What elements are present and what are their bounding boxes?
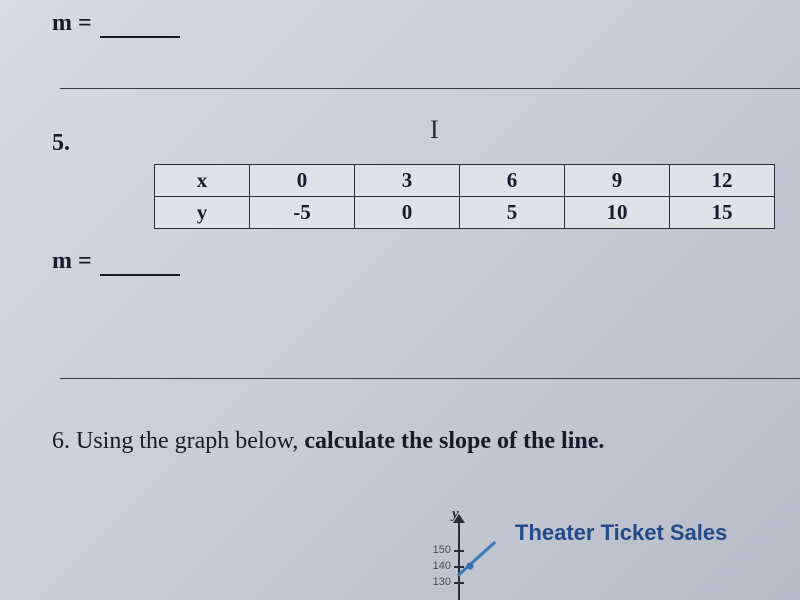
q6-text-normal: Using the graph below,: [70, 428, 304, 454]
text-cursor-icon: I: [430, 115, 439, 145]
y-axis-line: [458, 520, 460, 600]
q5-xy-table: x 0 3 6 9 12 y -5 0 5 10 15: [154, 164, 775, 229]
y-cell: 5: [460, 197, 565, 229]
x-cell: 12: [670, 165, 775, 197]
q6-graph: Theater Ticket Sales y 150 140 130: [350, 502, 790, 600]
y-tick: [454, 550, 464, 552]
x-cell: 0: [250, 165, 355, 197]
q4-m-label: m =: [52, 10, 92, 37]
y-cell: 15: [670, 197, 775, 229]
graph-line: [457, 541, 496, 577]
q6-prompt: 6. Using the graph below, calculate the …: [52, 428, 604, 455]
q5-answer-blank[interactable]: [100, 274, 180, 276]
y-tick: [454, 582, 464, 584]
q5-m-label: m =: [52, 248, 92, 275]
data-point: [467, 563, 474, 570]
y-cell: 0: [355, 197, 460, 229]
y-tick-label: 140: [427, 560, 451, 572]
graph-title: Theater Ticket Sales: [515, 520, 727, 546]
q6-number: 6.: [52, 428, 70, 454]
x-cell: 3: [355, 165, 460, 197]
q4-answer-blank[interactable]: [100, 36, 180, 38]
x-cell: 9: [565, 165, 670, 197]
table-row: y -5 0 5 10 15: [155, 197, 775, 229]
q6-text-bold: calculate the slope of the line.: [304, 428, 604, 454]
table-row: x 0 3 6 9 12: [155, 165, 775, 197]
divider-2: [60, 378, 800, 379]
y-cell: 10: [565, 197, 670, 229]
divider-1: [60, 88, 800, 89]
q5-number: 5.: [52, 130, 70, 157]
y-tick-label: 130: [427, 576, 451, 588]
x-cell: 6: [460, 165, 565, 197]
y-tick-label: 150: [427, 544, 451, 556]
x-header: x: [155, 165, 250, 197]
y-header: y: [155, 197, 250, 229]
y-cell: -5: [250, 197, 355, 229]
